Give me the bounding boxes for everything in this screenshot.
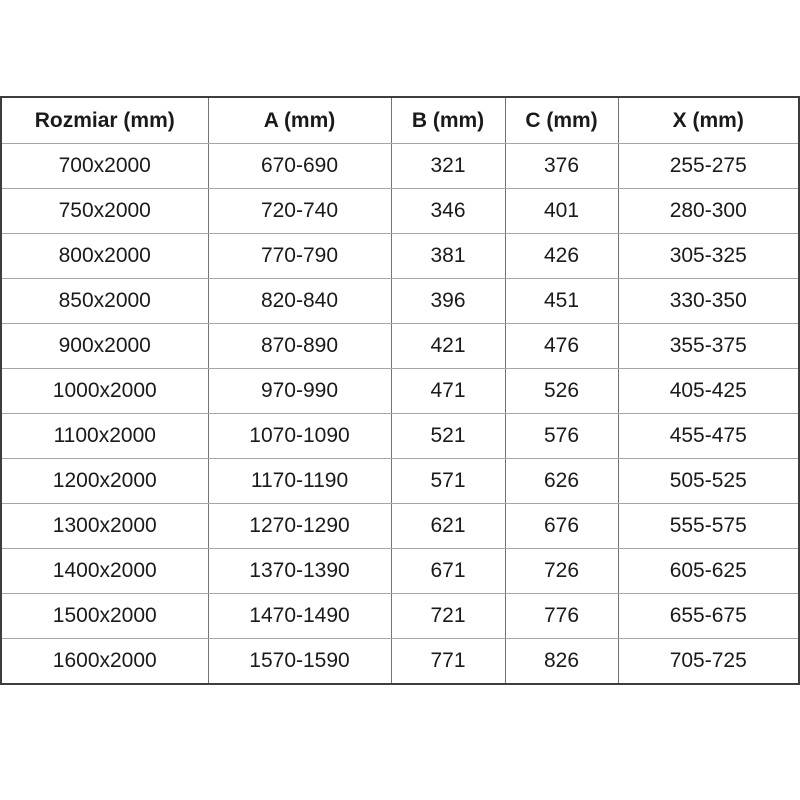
table-cell: 526 — [504, 368, 619, 414]
table-row: 1500x2000 1470-1490 721 776 655-675 — [0, 593, 800, 639]
table-cell: 346 — [390, 188, 506, 234]
table-cell: 521 — [390, 413, 506, 459]
table-cell: 426 — [504, 233, 619, 279]
table-cell: 705-725 — [617, 638, 800, 685]
table-cell: 1300x2000 — [0, 503, 209, 549]
table-cell: 820-840 — [207, 278, 392, 324]
column-header: B (mm) — [390, 96, 506, 144]
table-row: 700x2000 670-690 321 376 255-275 — [0, 143, 800, 189]
table-cell: 255-275 — [617, 143, 800, 189]
table-cell: 621 — [390, 503, 506, 549]
table-cell: 1000x2000 — [0, 368, 209, 414]
table-cell: 1370-1390 — [207, 548, 392, 594]
table-cell: 1100x2000 — [0, 413, 209, 459]
table-row: 850x2000 820-840 396 451 330-350 — [0, 278, 800, 324]
table-cell: 1400x2000 — [0, 548, 209, 594]
table-row: 1300x2000 1270-1290 621 676 555-575 — [0, 503, 800, 549]
table-cell: 726 — [504, 548, 619, 594]
table-cell: 720-740 — [207, 188, 392, 234]
table-cell: 721 — [390, 593, 506, 639]
table-cell: 670-690 — [207, 143, 392, 189]
table-cell: 471 — [390, 368, 506, 414]
table-cell: 1200x2000 — [0, 458, 209, 504]
table-cell: 321 — [390, 143, 506, 189]
table-cell: 870-890 — [207, 323, 392, 369]
table-cell: 770-790 — [207, 233, 392, 279]
table-cell: 305-325 — [617, 233, 800, 279]
table-cell: 800x2000 — [0, 233, 209, 279]
table-cell: 571 — [390, 458, 506, 504]
table-cell: 355-375 — [617, 323, 800, 369]
table-row: 800x2000 770-790 381 426 305-325 — [0, 233, 800, 279]
table-cell: 455-475 — [617, 413, 800, 459]
size-table: Rozmiar (mm) A (mm) B (mm) C (mm) X (mm) 700… — [0, 96, 800, 685]
table-row: 1100x2000 1070-1090 521 576 455-475 — [0, 413, 800, 459]
table-cell: 900x2000 — [0, 323, 209, 369]
table-row: 1200x2000 1170-1190 571 626 505-525 — [0, 458, 800, 504]
table-cell: 1170-1190 — [207, 458, 392, 504]
table-cell: 671 — [390, 548, 506, 594]
table-cell: 376 — [504, 143, 619, 189]
table-cell: 505-525 — [617, 458, 800, 504]
table-cell: 1600x2000 — [0, 638, 209, 685]
table-cell: 771 — [390, 638, 506, 685]
table-cell: 676 — [504, 503, 619, 549]
table-cell: 850x2000 — [0, 278, 209, 324]
table-cell: 401 — [504, 188, 619, 234]
header-row: Rozmiar (mm) A (mm) B (mm) C (mm) X (mm) — [0, 96, 800, 144]
table-cell: 421 — [390, 323, 506, 369]
table-cell: 1270-1290 — [207, 503, 392, 549]
table-cell: 1570-1590 — [207, 638, 392, 685]
column-header: Rozmiar (mm) — [0, 96, 209, 144]
table-cell: 1500x2000 — [0, 593, 209, 639]
table-cell: 381 — [390, 233, 506, 279]
table-cell: 1470-1490 — [207, 593, 392, 639]
table-row: 1400x2000 1370-1390 671 726 605-625 — [0, 548, 800, 594]
column-header: C (mm) — [504, 96, 619, 144]
table-cell: 605-625 — [617, 548, 800, 594]
table-cell: 1070-1090 — [207, 413, 392, 459]
table-cell: 750x2000 — [0, 188, 209, 234]
table-cell: 555-575 — [617, 503, 800, 549]
table-cell: 576 — [504, 413, 619, 459]
table-cell: 405-425 — [617, 368, 800, 414]
column-header: X (mm) — [617, 96, 800, 144]
table-row: 1600x2000 1570-1590 771 826 705-725 — [0, 638, 800, 685]
table-cell: 776 — [504, 593, 619, 639]
table-cell: 451 — [504, 278, 619, 324]
table-row: 900x2000 870-890 421 476 355-375 — [0, 323, 800, 369]
table-cell: 826 — [504, 638, 619, 685]
table-cell: 476 — [504, 323, 619, 369]
table-cell: 700x2000 — [0, 143, 209, 189]
table-row: 750x2000 720-740 346 401 280-300 — [0, 188, 800, 234]
table-cell: 970-990 — [207, 368, 392, 414]
table-cell: 396 — [390, 278, 506, 324]
table-cell: 626 — [504, 458, 619, 504]
table-row: 1000x2000 970-990 471 526 405-425 — [0, 368, 800, 414]
table-cell: 330-350 — [617, 278, 800, 324]
column-header: A (mm) — [207, 96, 392, 144]
table-cell: 280-300 — [617, 188, 800, 234]
table-cell: 655-675 — [617, 593, 800, 639]
